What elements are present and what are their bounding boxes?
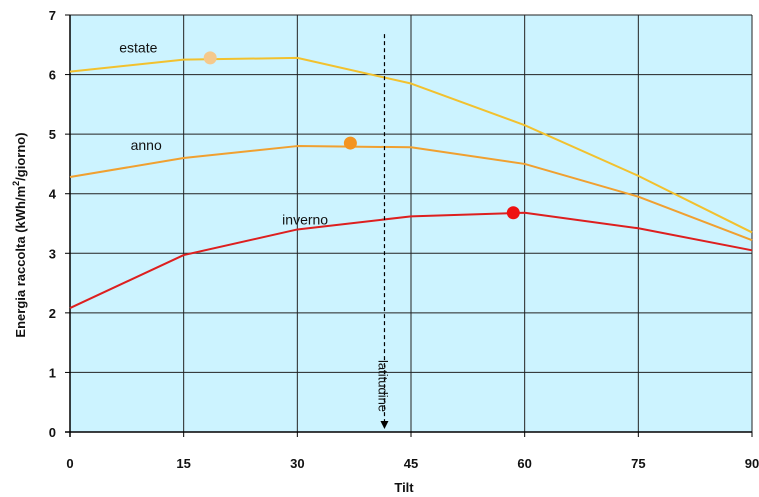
x-tick-label-0: 0 — [66, 456, 73, 471]
latitude-arrowhead — [380, 421, 389, 430]
series-label-estate: estate — [119, 40, 157, 56]
optimum-marker-estate — [203, 51, 217, 65]
y-axis-title: Energia raccolta (kWh/m2/giorno) — [11, 132, 28, 337]
y-tick-label-1: 1 — [49, 365, 56, 380]
x-tick-label-15: 15 — [176, 456, 190, 471]
series-lines — [69, 51, 753, 309]
x-axis-title: Tilt — [394, 480, 414, 495]
x-tick-label-45: 45 — [404, 456, 418, 471]
y-tick-label-3: 3 — [49, 246, 56, 261]
x-tick-label-30: 30 — [290, 456, 304, 471]
y-tick-label-5: 5 — [49, 127, 56, 142]
series-label-anno: anno — [131, 137, 162, 153]
y-tick-label-7: 7 — [49, 8, 56, 23]
y-axis-title-main: Energia raccolta (kWh/m — [13, 186, 28, 338]
grid — [70, 14, 753, 432]
x-tick-label-90: 90 — [745, 456, 759, 471]
y-tick-label-0: 0 — [49, 425, 56, 440]
optimum-marker-inverno — [506, 206, 520, 220]
y-tick-label-2: 2 — [49, 306, 56, 321]
y-axis-title-sup: 2 — [11, 181, 21, 186]
annotations: latitudine — [375, 34, 390, 430]
optimum-marker-anno — [343, 136, 357, 150]
y-axis-title-tail: /giorno) — [13, 132, 28, 180]
latitude-label: latitudine — [375, 360, 390, 412]
y-tick-label-6: 6 — [49, 68, 56, 83]
series-label-inverno: inverno — [282, 212, 328, 228]
x-tick-label-60: 60 — [517, 456, 531, 471]
x-tick-label-75: 75 — [631, 456, 645, 471]
labels: estate anno inverno — [119, 40, 328, 228]
y-tick-label-4: 4 — [49, 187, 57, 202]
